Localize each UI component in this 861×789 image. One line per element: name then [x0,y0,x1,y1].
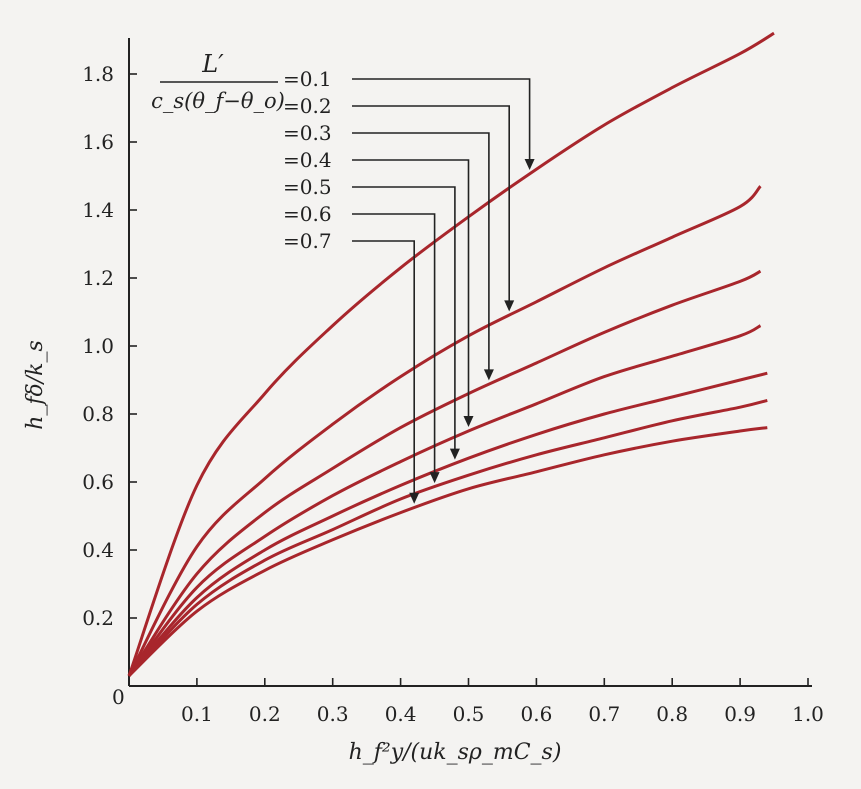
legend-label-0.3: =0.3 [283,121,332,145]
curve-0.1 [127,31,775,677]
leader-line [352,240,415,496]
x-tick-label: 0.5 [453,702,485,726]
x-tick-label: 0.6 [520,702,552,726]
y-ticks: 0.2 0.4 0.6 0.8 1.0 1.2 1.4 1.6 1.8 [82,62,137,630]
leader-line [352,186,456,452]
curve-0.7 [127,426,768,677]
y-tick-label: 1.2 [82,266,114,290]
curve-0.3 [127,269,762,677]
x-tick-label: 0.3 [317,702,349,726]
curve-0.2 [127,185,762,677]
legend-label-0.1: =0.1 [283,67,332,91]
y-tick-label: 1.8 [82,62,114,86]
x-tick-label: 0.2 [249,702,281,726]
leader-line [352,132,490,373]
leader-line [352,78,531,162]
leader-line [352,105,510,304]
legend-label-0.2: =0.2 [283,94,332,118]
y-tick-label: 0.4 [82,538,114,562]
legend-numerator: L′ [201,50,224,78]
origin-label: 0 [112,685,125,709]
leader-arrowhead [409,492,420,504]
x-tick-label: 0.8 [656,702,688,726]
leader-arrowhead [504,300,515,312]
curve-0.4 [127,324,762,677]
legend: L′ c_s(θ_f−θ_o) =0.1 =0.2 =0.3 =0.4 =0.5 =0.6… [151,50,331,253]
leader-arrowhead [429,472,440,484]
y-tick-label: 0.6 [82,470,114,494]
x-ticks: 0.1 0.2 0.3 0.4 0.5 0.6 0.7 0.8 0.9 1.0 [181,678,824,726]
curve-0.5 [127,371,768,677]
x-tick-label: 0.1 [181,702,213,726]
legend-label-0.7: =0.7 [283,229,332,253]
leader-line [352,159,470,419]
leader-arrowhead [449,448,460,460]
y-tick-label: 1.0 [82,334,114,358]
x-tick-label: 0.7 [588,702,620,726]
leader-arrowhead [524,159,535,170]
y-tick-label: 1.4 [82,198,114,222]
legend-leaders [352,78,535,504]
x-axis-label: h_f²y/(uk_sρ_mC_s) [349,740,562,765]
x-tick-label: 1.0 [792,702,824,726]
y-tick-label: 0.8 [82,402,114,426]
leader-line [352,213,436,476]
x-tick-label: 0.9 [724,702,756,726]
legend-label-0.6: =0.6 [283,202,332,226]
legend-labels: =0.1 =0.2 =0.3 =0.4 =0.5 =0.6 =0.7 [283,67,332,253]
y-tick-label: 1.6 [82,130,114,154]
y-axis-label: h_fδ/k_s [23,340,48,430]
legend-denominator: c_s(θ_f−θ_o) [151,89,285,113]
y-tick-label: 0.2 [82,606,114,630]
x-tick-label: 0.4 [385,702,417,726]
legend-label-0.4: =0.4 [283,148,332,172]
legend-label-0.5: =0.5 [283,175,332,199]
leader-arrowhead [463,416,474,427]
curves [127,31,775,677]
curve-0.6 [127,398,768,677]
leader-arrowhead [483,369,494,381]
